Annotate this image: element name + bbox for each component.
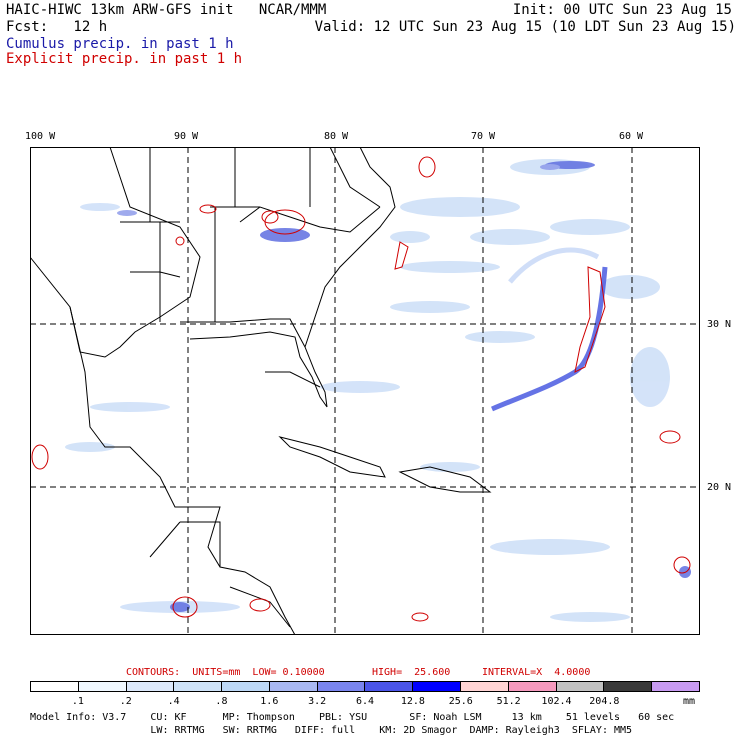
colorbar-label: .2 xyxy=(119,696,132,707)
cumulus-arc xyxy=(508,247,600,284)
init-time: Init: 00 UTC Sun 23 Aug 15 xyxy=(512,2,732,18)
colorbar-swatch xyxy=(317,682,366,691)
colorbar-label: 204.8 xyxy=(589,696,620,707)
explicit-precip-contours xyxy=(31,156,691,622)
colorbar-label: 102.4 xyxy=(541,696,572,707)
contour-units: CONTOURS: UNITS=mm LOW= 0.10000 xyxy=(126,667,325,678)
precip-colorbar xyxy=(30,681,700,692)
colorbar-swatch xyxy=(652,682,699,691)
contour-interval: INTERVAL=X 4.0000 xyxy=(482,667,591,678)
lon-label-90w: 90 W xyxy=(174,131,199,142)
colorbar-label: 6.4 xyxy=(356,696,375,707)
colorbar-swatch xyxy=(508,682,557,691)
map-panel xyxy=(30,147,700,635)
precip-map xyxy=(30,147,700,635)
colorbar-swatch xyxy=(365,682,414,691)
lat-label-20n: 20 N xyxy=(707,482,732,493)
model-info-line1: Model Info: V3.7 CU: KF MP: Thompson PBL… xyxy=(30,712,675,723)
colorbar-swatch xyxy=(174,682,223,691)
forecast-hour: Fcst: 12 h xyxy=(6,19,108,35)
colorbar-swatch xyxy=(604,682,653,691)
lon-label-70w: 70 W xyxy=(471,131,496,142)
colorbar-label: 1.6 xyxy=(260,696,279,707)
colorbar-swatch xyxy=(269,682,318,691)
colorbar-swatch xyxy=(556,682,605,691)
colorbar-swatch xyxy=(126,682,175,691)
lon-label-80w: 80 W xyxy=(324,131,349,142)
colorbar-label: .8 xyxy=(215,696,228,707)
colorbar-label: .4 xyxy=(167,696,180,707)
colorbar-swatch xyxy=(31,682,79,691)
model-title: HAIC-HIWC 13km ARW-GFS init NCAR/MMM xyxy=(6,2,327,18)
colorbar-swatch xyxy=(461,682,509,691)
colorbar-unit: mm xyxy=(683,696,696,707)
cumulus-precip-label: Cumulus precip. in past 1 h xyxy=(6,36,234,52)
colorbar-label: 51.2 xyxy=(496,696,521,707)
colorbar-swatch xyxy=(78,682,127,691)
lon-label-60w: 60 W xyxy=(619,131,644,142)
lat-label-30n: 30 N xyxy=(707,319,732,330)
explicit-precip-label: Explicit precip. in past 1 h xyxy=(6,51,243,67)
lon-label-100w: 100 W xyxy=(25,131,56,142)
colorbar-label: 12.8 xyxy=(400,696,425,707)
colorbar-swatch xyxy=(413,682,462,691)
colorbar-label: 3.2 xyxy=(308,696,327,707)
latlon-grid xyxy=(30,147,700,635)
contour-high: HIGH= 25.600 xyxy=(372,667,451,678)
model-info-line2: LW: RRTMG SW: RRTMG DIFF: full KM: 2D Sm… xyxy=(30,725,633,736)
colorbar-label: 25.6 xyxy=(448,696,473,707)
colorbar-swatch xyxy=(222,682,270,691)
colorbar-label: .1 xyxy=(71,696,84,707)
valid-time: Valid: 12 UTC Sun 23 Aug 15 (10 LDT Sun … xyxy=(314,19,736,35)
